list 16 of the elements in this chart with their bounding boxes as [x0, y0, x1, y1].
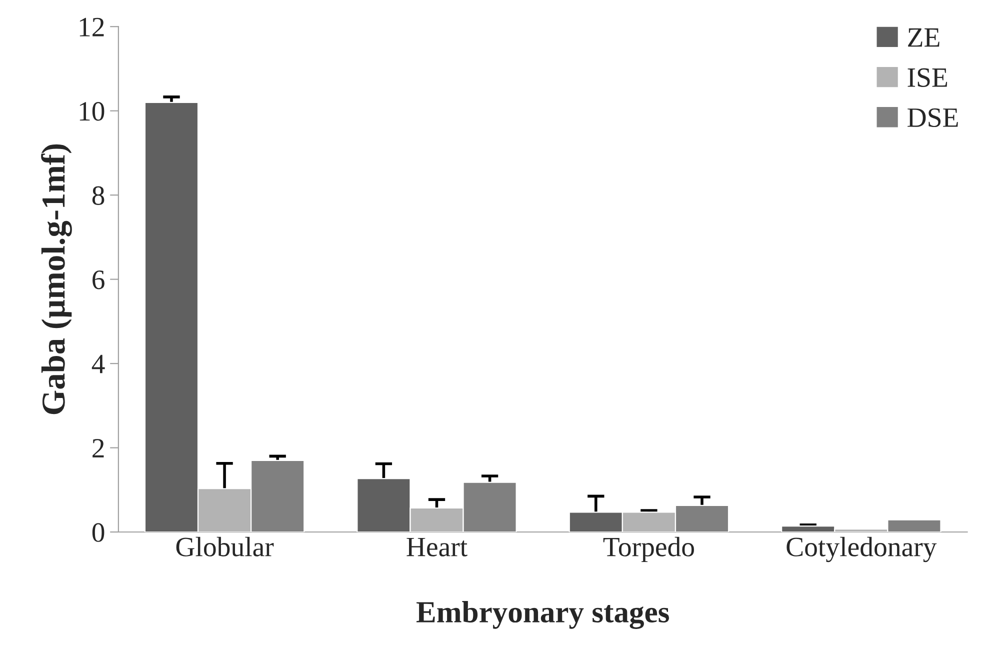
legend-label: ZE: [908, 28, 940, 47]
y-tick-label: 0: [92, 523, 104, 542]
y-tick-label: 2: [92, 439, 104, 458]
x-tick-label: Torpedo: [603, 536, 694, 562]
x-tick-label: Cotyledonary: [786, 536, 937, 562]
x-tick-label: Globular: [176, 536, 274, 556]
y-axis-title: Gaba (µmol.g-1mf): [41, 144, 72, 414]
y-tick-label: 6: [92, 270, 104, 290]
legend-label: ISE: [908, 68, 948, 87]
x-tick-label: Heart: [406, 538, 468, 556]
legend-label: DSE: [908, 108, 958, 128]
y-tick-label: 8: [92, 186, 104, 205]
y-tick-label: 12: [80, 18, 104, 36]
y-tick-label: 4: [92, 354, 105, 374]
y-tick-label: 10: [80, 102, 104, 121]
x-axis-title: Embryonary stages: [416, 601, 669, 629]
